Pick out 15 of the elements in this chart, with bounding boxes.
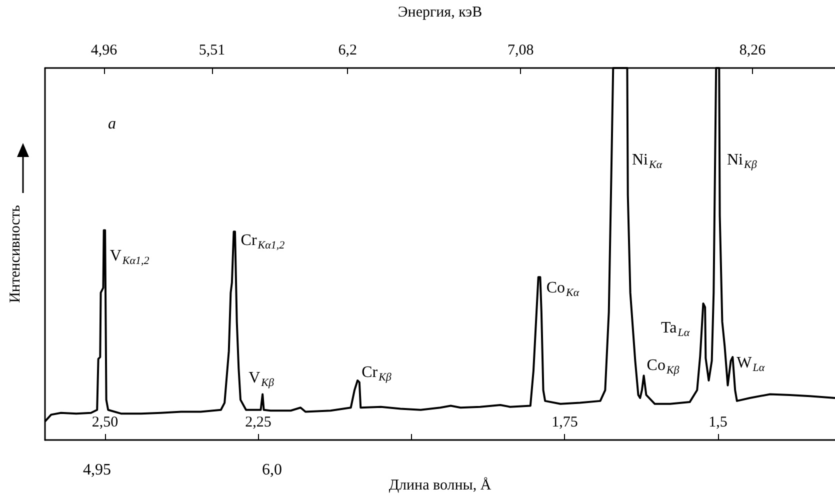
x-tick-label: 2,25 xyxy=(245,414,272,430)
x-tick-label: 1,5 xyxy=(708,414,728,430)
x2-tick-label: 6,2 xyxy=(338,42,358,58)
x-tick-label: 1,75 xyxy=(552,414,578,430)
x2-tick-label: 5,51 xyxy=(198,42,226,58)
y-axis-title: Интенсивность xyxy=(8,204,24,303)
x2-axis-title: Энергия, кэВ xyxy=(398,4,482,20)
x2-tick-label: 8,26 xyxy=(739,42,766,58)
annotation: a xyxy=(108,116,116,132)
x2-tick-label: 4,96 xyxy=(90,42,118,58)
x2-tick-label: 7,08 xyxy=(507,42,534,58)
text: 6,0 xyxy=(262,462,282,478)
text: 4,95 xyxy=(83,462,111,478)
x-tick-label: 2,50 xyxy=(92,414,118,430)
x-axis-title: Длина волны, Å xyxy=(388,476,492,494)
